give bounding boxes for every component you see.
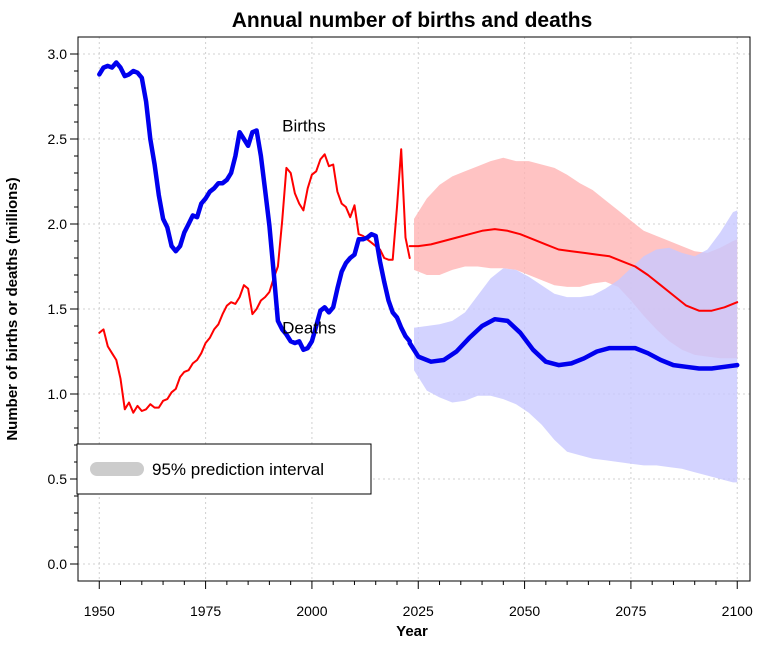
y-tick-label: 2.5 bbox=[48, 131, 68, 147]
x-tick-label: 2050 bbox=[509, 603, 540, 619]
deaths-projected-line bbox=[408, 228, 739, 312]
x-tick-label: 2100 bbox=[722, 603, 753, 619]
y-tick-label: 2.0 bbox=[48, 216, 68, 232]
x-tick-label: 1950 bbox=[84, 603, 115, 619]
chart-title: Annual number of births and deaths bbox=[232, 9, 593, 32]
prediction-bands bbox=[414, 157, 738, 483]
births-observed-line bbox=[97, 60, 412, 353]
y-tick-label: 1.5 bbox=[48, 301, 68, 317]
x-axis-title: Year bbox=[396, 623, 428, 640]
legend: 95% prediction interval bbox=[76, 443, 372, 495]
y-tick-label: 3.0 bbox=[48, 46, 68, 62]
y-axis-title: Number of births or deaths (millions) bbox=[4, 177, 21, 440]
births-prediction-band bbox=[414, 210, 738, 483]
x-tick-label: 2000 bbox=[296, 603, 327, 619]
y-tick-label: 0.5 bbox=[48, 471, 68, 487]
legend-label: 95% prediction interval bbox=[152, 460, 324, 479]
y-tick-label: 0.0 bbox=[48, 556, 68, 572]
axes: 1950 1975 2000 2025 2050 2075 2100 0.0 0.5 1.0 1.5… bbox=[48, 46, 753, 619]
series-lines bbox=[97, 60, 740, 414]
x-tick-label: 1975 bbox=[190, 603, 221, 619]
births-series-label: Births bbox=[282, 116, 325, 135]
deaths-observed-line bbox=[98, 148, 411, 414]
x-tick-label: 2075 bbox=[615, 603, 646, 619]
deaths-series-label: Deaths bbox=[282, 319, 336, 338]
y-tick-label: 1.0 bbox=[48, 386, 68, 402]
series-labels: Births Deaths bbox=[282, 116, 336, 337]
x-tick-label: 2025 bbox=[403, 603, 434, 619]
births-projected-line bbox=[407, 316, 740, 371]
